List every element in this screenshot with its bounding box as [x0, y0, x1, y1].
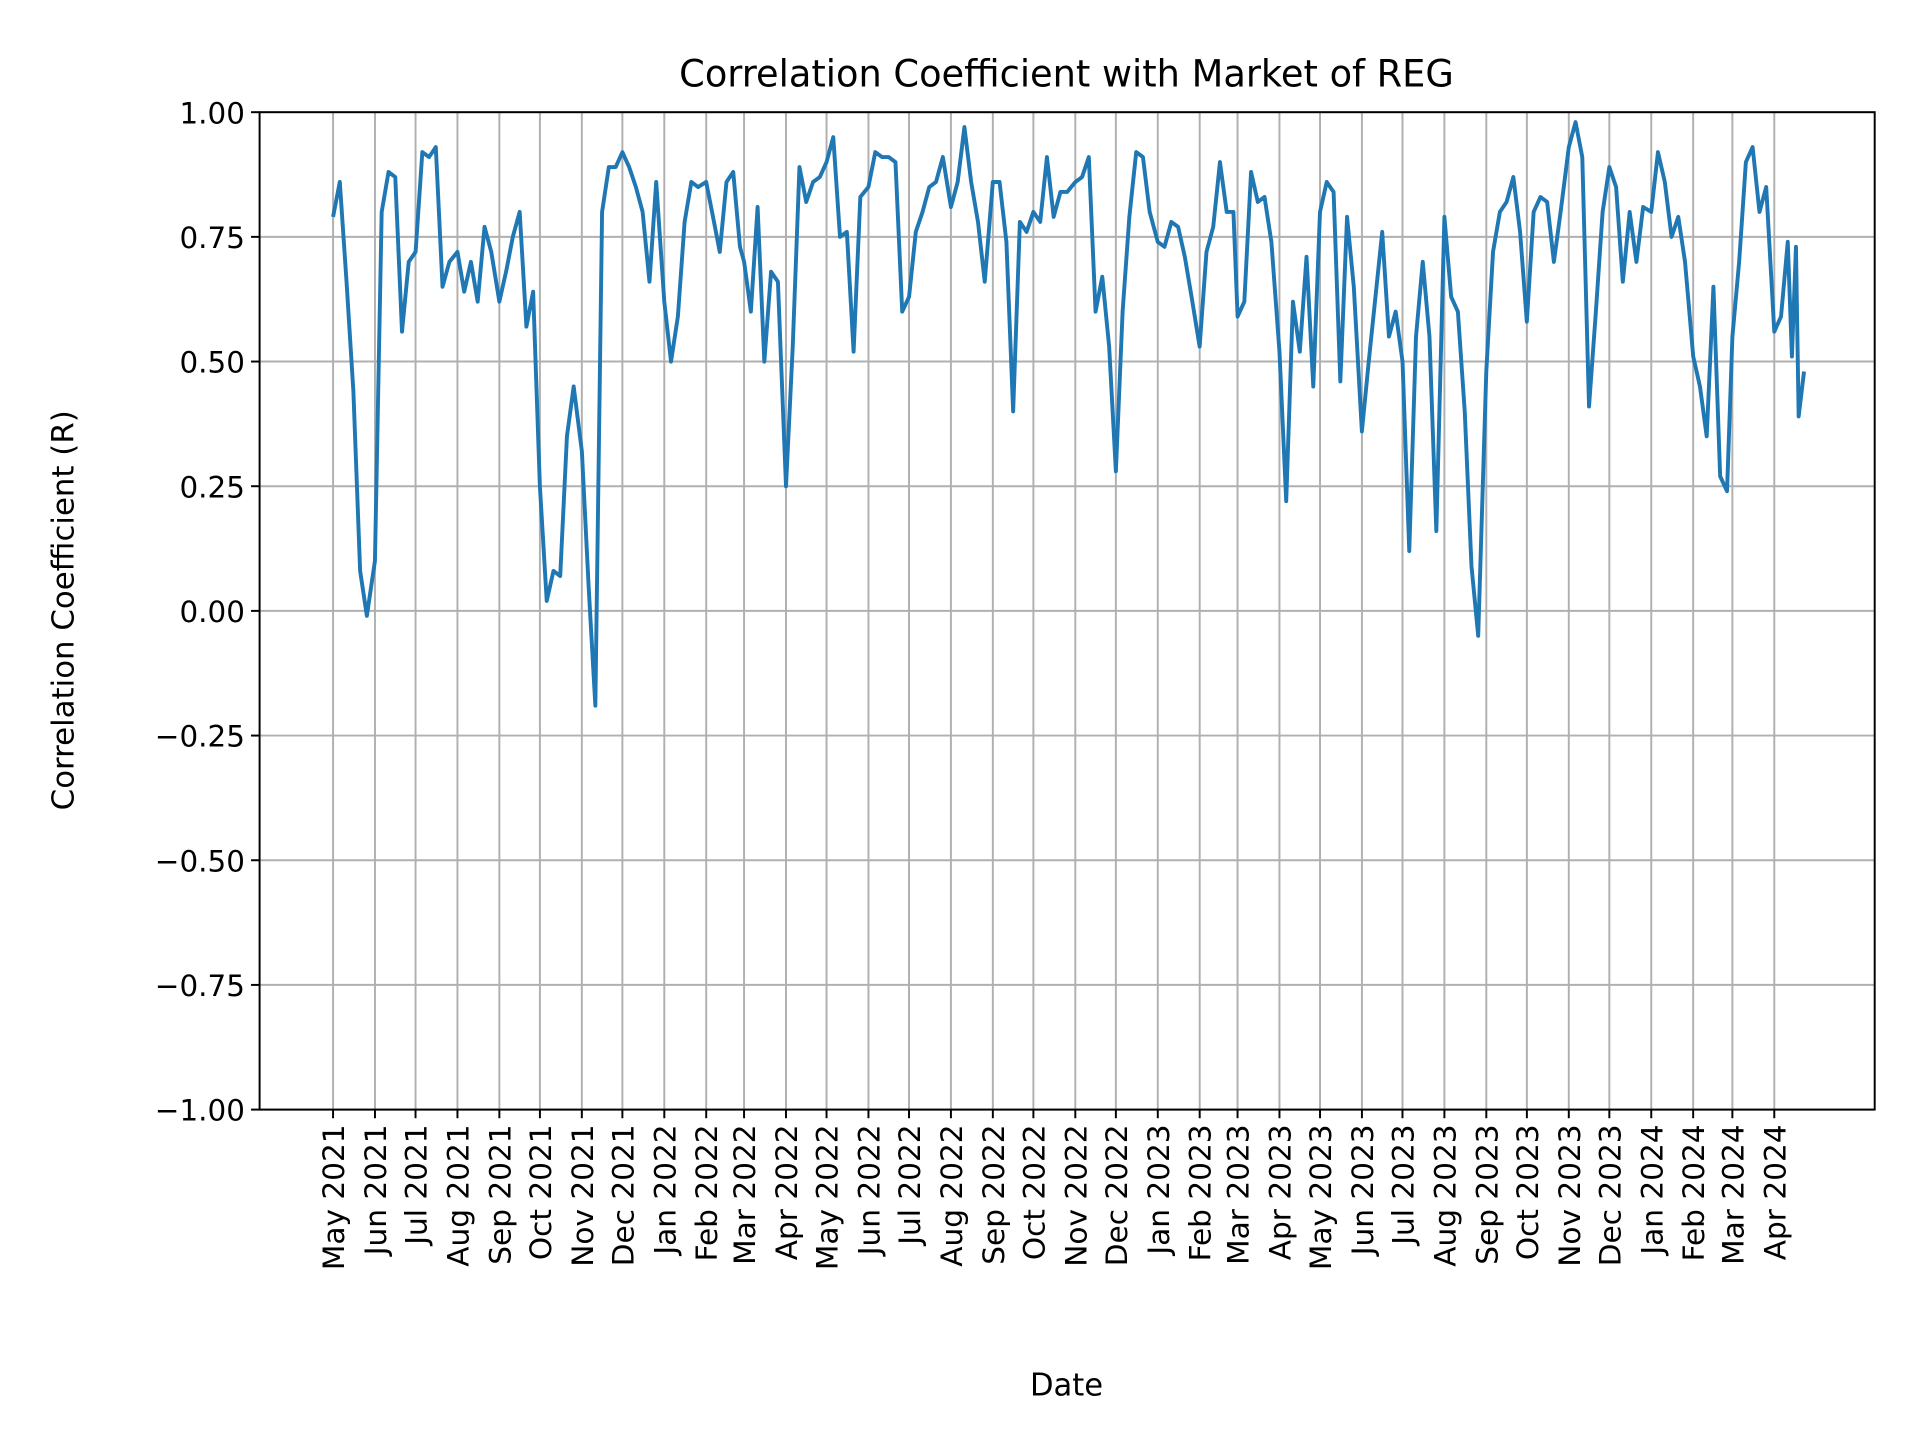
y-axis-label: Correlation Coefficient (R): [46, 410, 82, 810]
x-tick-label: Dec 2022: [1100, 1124, 1134, 1266]
y-tick-label: 1.00: [179, 96, 244, 130]
x-tick-label: Mar 2024: [1716, 1124, 1750, 1264]
y-tick-label: 0.25: [179, 470, 244, 504]
x-tick-label: Mar 2022: [728, 1124, 762, 1264]
x-tick-label: Aug 2021: [442, 1124, 476, 1266]
x-tick-label: Jul 2023: [1387, 1124, 1421, 1246]
x-tick-label: Aug 2023: [1429, 1124, 1463, 1266]
x-tick-label: Feb 2023: [1184, 1124, 1218, 1261]
x-axis-ticks: May 2021 Jun 2021 Jul 2021 Aug 2021 Sep 2021…: [317, 1109, 1792, 1270]
series-line-group: [331, 120, 1806, 708]
x-tick-label: Sep 2021: [483, 1124, 517, 1264]
x-tick-label: Nov 2021: [566, 1124, 600, 1266]
x-tick-label: Sep 2022: [977, 1124, 1011, 1264]
x-tick-label: Feb 2022: [690, 1124, 724, 1261]
x-tick-label: Jul 2022: [893, 1124, 927, 1246]
y-tick-label: 0.00: [179, 595, 244, 629]
x-tick-label: Apr 2022: [770, 1124, 804, 1260]
x-tick-label: Feb 2024: [1677, 1124, 1711, 1261]
x-tick-label: Nov 2022: [1059, 1124, 1093, 1266]
x-tick-label: May 2023: [1304, 1124, 1338, 1270]
x-tick-label: Jul 2021: [400, 1124, 434, 1246]
x-tick-label: Aug 2022: [935, 1124, 969, 1266]
x-tick-label: Apr 2023: [1264, 1124, 1298, 1260]
y-tick-label: 0.75: [179, 221, 244, 255]
x-tick-label: Jan 2023: [1142, 1124, 1176, 1256]
x-tick-label: Apr 2024: [1758, 1124, 1792, 1260]
x-tick-label: Jun 2023: [1346, 1124, 1380, 1257]
y-axis-ticks: 1.00 0.75 0.50 0.25 0.00 −0.25 −0.50 −0.75 −1.00: [155, 96, 260, 1128]
x-tick-label: Mar 2023: [1222, 1124, 1256, 1264]
correlation-series-line: [331, 120, 1806, 708]
x-tick-label: Oct 2021: [524, 1124, 558, 1260]
x-tick-label: Sep 2023: [1470, 1124, 1504, 1264]
x-tick-label: May 2021: [317, 1124, 351, 1270]
y-tick-label: −0.75: [155, 969, 245, 1003]
x-tick-label: Oct 2022: [1018, 1124, 1052, 1260]
y-tick-label: 0.50: [179, 346, 244, 380]
x-tick-label: Dec 2023: [1593, 1124, 1627, 1266]
x-tick-label: Jan 2022: [648, 1124, 682, 1256]
x-tick-label: Oct 2023: [1511, 1124, 1545, 1260]
x-tick-label: Jun 2021: [359, 1124, 393, 1257]
x-axis-label: Date: [1030, 1368, 1103, 1404]
x-tick-label: Dec 2021: [607, 1124, 641, 1266]
chart-title: Correlation Coefficient with Market of R…: [679, 52, 1454, 95]
y-tick-label: −0.50: [155, 844, 245, 878]
y-tick-label: −1.00: [155, 1094, 245, 1128]
x-tick-label: May 2022: [811, 1124, 845, 1270]
x-tick-label: Nov 2023: [1553, 1124, 1587, 1266]
x-tick-label: Jan 2024: [1635, 1124, 1669, 1256]
x-tick-label: Jun 2022: [853, 1124, 887, 1257]
y-tick-label: −0.25: [155, 720, 245, 754]
